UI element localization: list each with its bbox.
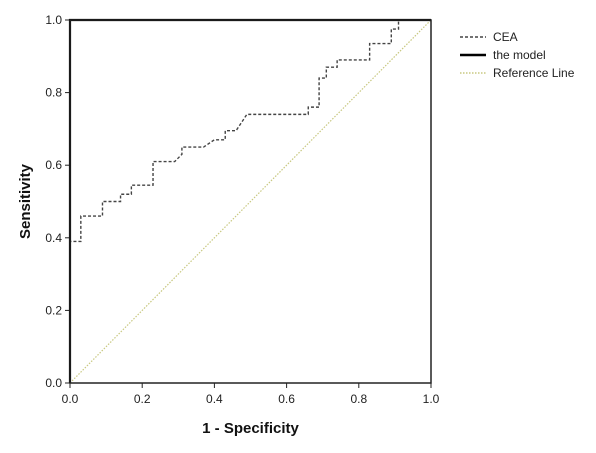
series-layer — [68, 18, 432, 384]
y-axis-ticks: 0.0 0.2 0.4 0.6 0.8 1.0 — [45, 13, 70, 390]
x-tick-label: 1.0 — [423, 392, 440, 406]
legend-label-the-model: the model — [493, 48, 546, 62]
legend-label-reference-line: Reference Line — [493, 66, 575, 80]
y-tick-label: 0.8 — [45, 86, 62, 100]
legend: CEA the model Reference Line — [460, 30, 575, 80]
x-axis-ticks: 0.0 0.2 0.4 0.6 0.8 1.0 — [62, 383, 440, 406]
legend-label-cea: CEA — [493, 30, 518, 44]
y-tick-label: 0.0 — [45, 376, 62, 390]
x-tick-label: 0.8 — [350, 392, 367, 406]
y-tick-label: 0.6 — [45, 158, 62, 172]
y-tick-label: 0.4 — [45, 231, 62, 245]
x-tick-label: 0.6 — [278, 392, 295, 406]
x-axis-title: 1 - Specificity — [202, 420, 299, 437]
y-tick-label: 0.2 — [45, 303, 62, 317]
x-tick-label: 0.0 — [62, 392, 79, 406]
series-reference-line-line — [69, 19, 432, 384]
x-tick-label: 0.4 — [206, 392, 223, 406]
x-tick-label: 0.2 — [134, 392, 151, 406]
y-axis-title: Sensitivity — [17, 163, 34, 239]
y-tick-label: 1.0 — [45, 13, 62, 27]
plot-frame — [69, 19, 432, 384]
